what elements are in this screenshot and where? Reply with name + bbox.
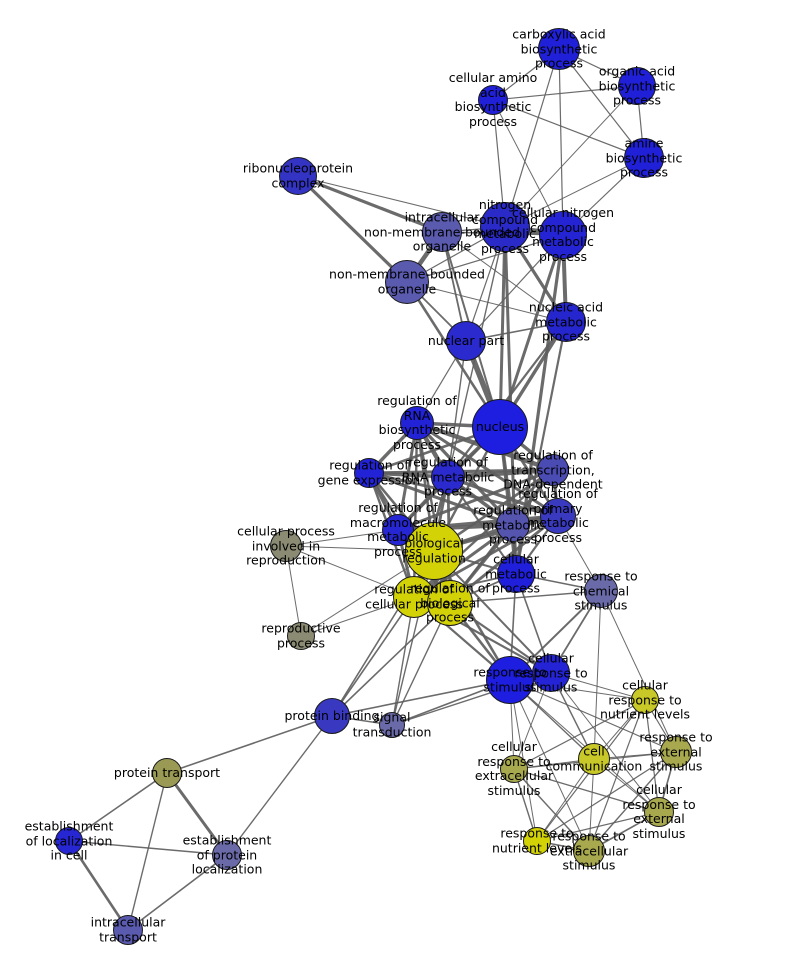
graph-edge xyxy=(297,174,443,234)
graph-node-intracellular-non-membrane-bounded-organelle[interactable] xyxy=(422,212,462,252)
graph-edge xyxy=(550,672,660,813)
graph-edge xyxy=(513,699,646,770)
graph-node-nuclear-part[interactable] xyxy=(446,321,486,361)
graph-node-regulation-of-gene-expression[interactable] xyxy=(354,458,384,488)
graph-node-regulation-of-transcription-dna-dependent[interactable] xyxy=(537,454,569,486)
graph-node-establishment-of-localization-in-cell[interactable] xyxy=(55,827,83,855)
graph-node-intracellular-transport[interactable] xyxy=(113,915,143,945)
graph-edge xyxy=(504,48,560,228)
graph-node-response-to-stimulus[interactable] xyxy=(486,656,534,704)
graph-edge xyxy=(536,811,660,842)
graph-edge xyxy=(447,340,467,478)
graph-node-signal-transduction[interactable] xyxy=(379,712,405,738)
graph-edge xyxy=(492,99,645,159)
graph-edge xyxy=(67,840,130,931)
graph-edge xyxy=(68,772,168,842)
graph-node-response-to-chemical-stimulus[interactable] xyxy=(584,574,618,608)
graph-edge xyxy=(297,175,506,228)
graph-node-cell-communication[interactable] xyxy=(578,743,610,775)
graph-edge xyxy=(449,590,602,604)
graph-edge xyxy=(513,768,590,852)
graph-edge xyxy=(588,699,646,852)
graph-edge xyxy=(600,590,677,753)
graph-edge xyxy=(127,772,168,931)
graph-node-establishment-of-protein-localization[interactable] xyxy=(212,840,242,870)
graph-node-protein-transport[interactable] xyxy=(152,758,182,788)
graph-edge xyxy=(127,854,228,931)
graph-edge xyxy=(593,590,602,760)
graph-edge xyxy=(406,281,567,323)
graph-node-nitrogen-compound-metabolic-process[interactable] xyxy=(480,202,530,252)
graph-node-regulation-of-biological-process[interactable] xyxy=(427,580,473,626)
graph-edge xyxy=(406,234,564,283)
graph-node-biological-regulation[interactable] xyxy=(405,522,463,580)
graph-node-regulation-of-rna-metabolic-process[interactable] xyxy=(431,460,465,494)
graph-node-regulation-of-metabolic-process[interactable] xyxy=(496,508,530,542)
graph-node-organic-acid-biosynthetic-process[interactable] xyxy=(618,67,656,105)
graph-edge xyxy=(368,471,514,527)
graph-node-regulation-of-rna-biosynthetic-process[interactable] xyxy=(400,406,434,440)
graph-node-carboxylic-acid-biosynthetic-process[interactable] xyxy=(538,28,580,70)
graph-node-nucleus[interactable] xyxy=(472,399,528,455)
graph-edge xyxy=(558,48,645,159)
graph-edge xyxy=(368,471,559,518)
graph-edge xyxy=(504,157,645,228)
graph-node-cellular-process-involved-in-reproduction[interactable] xyxy=(270,530,302,562)
graph-edge xyxy=(331,596,415,717)
graph-node-regulation-of-primary-metabolic-process[interactable] xyxy=(540,498,576,534)
graph-node-response-to-nutrient-levels[interactable] xyxy=(523,827,551,855)
graph-edge xyxy=(296,174,409,284)
graph-edge xyxy=(498,226,507,428)
graph-edge xyxy=(226,715,333,856)
graph-edge xyxy=(492,85,638,101)
graph-node-cellular-amino-acid-biosynthetic-process[interactable] xyxy=(478,85,508,115)
graph-node-amine-biosynthetic-process[interactable] xyxy=(624,138,664,178)
graph-edge xyxy=(447,475,559,518)
graph-edge xyxy=(68,840,228,856)
graph-edge xyxy=(504,85,638,228)
graph-edge xyxy=(536,758,595,842)
graph-node-response-to-extracellular-stimulus[interactable] xyxy=(573,835,605,867)
graph-node-cellular-response-to-extracellular-stimulus[interactable] xyxy=(500,755,528,783)
graph-node-reproductive-process[interactable] xyxy=(287,622,315,650)
graph-node-ribonucleoprotein-complex[interactable] xyxy=(279,157,317,195)
graph-edge xyxy=(509,679,677,753)
graph-edge xyxy=(492,99,564,236)
graph-node-cellular-response-to-nutrient-levels[interactable] xyxy=(631,686,659,714)
graph-edge xyxy=(397,468,554,532)
graph-edge xyxy=(165,772,229,856)
graph-node-cellular-response-to-external-stimulus[interactable] xyxy=(644,797,674,827)
graph-edge xyxy=(558,48,564,236)
graph-edge xyxy=(331,679,511,717)
graph-edge xyxy=(166,715,333,774)
graph-edge xyxy=(285,529,399,547)
graph-edge xyxy=(513,768,660,813)
graph-node-response-to-external-stimulus[interactable] xyxy=(660,736,692,768)
graph-node-protein-binding[interactable] xyxy=(314,698,350,734)
graph-edge xyxy=(285,545,415,598)
graph-node-cellular-metabolic-process[interactable] xyxy=(497,555,535,593)
graph-edge xyxy=(588,751,677,852)
graph-node-cellular-nitrogen-compound-metabolic-process[interactable] xyxy=(539,211,587,259)
graph-node-non-membrane-bounded-organelle[interactable] xyxy=(385,260,429,304)
graph-node-nucleic-acid-metabolic-process[interactable] xyxy=(546,302,586,342)
graph-edge xyxy=(644,699,660,813)
graph-node-cellular-response-to-stimulus[interactable] xyxy=(532,654,570,692)
graph-edge xyxy=(331,602,451,717)
